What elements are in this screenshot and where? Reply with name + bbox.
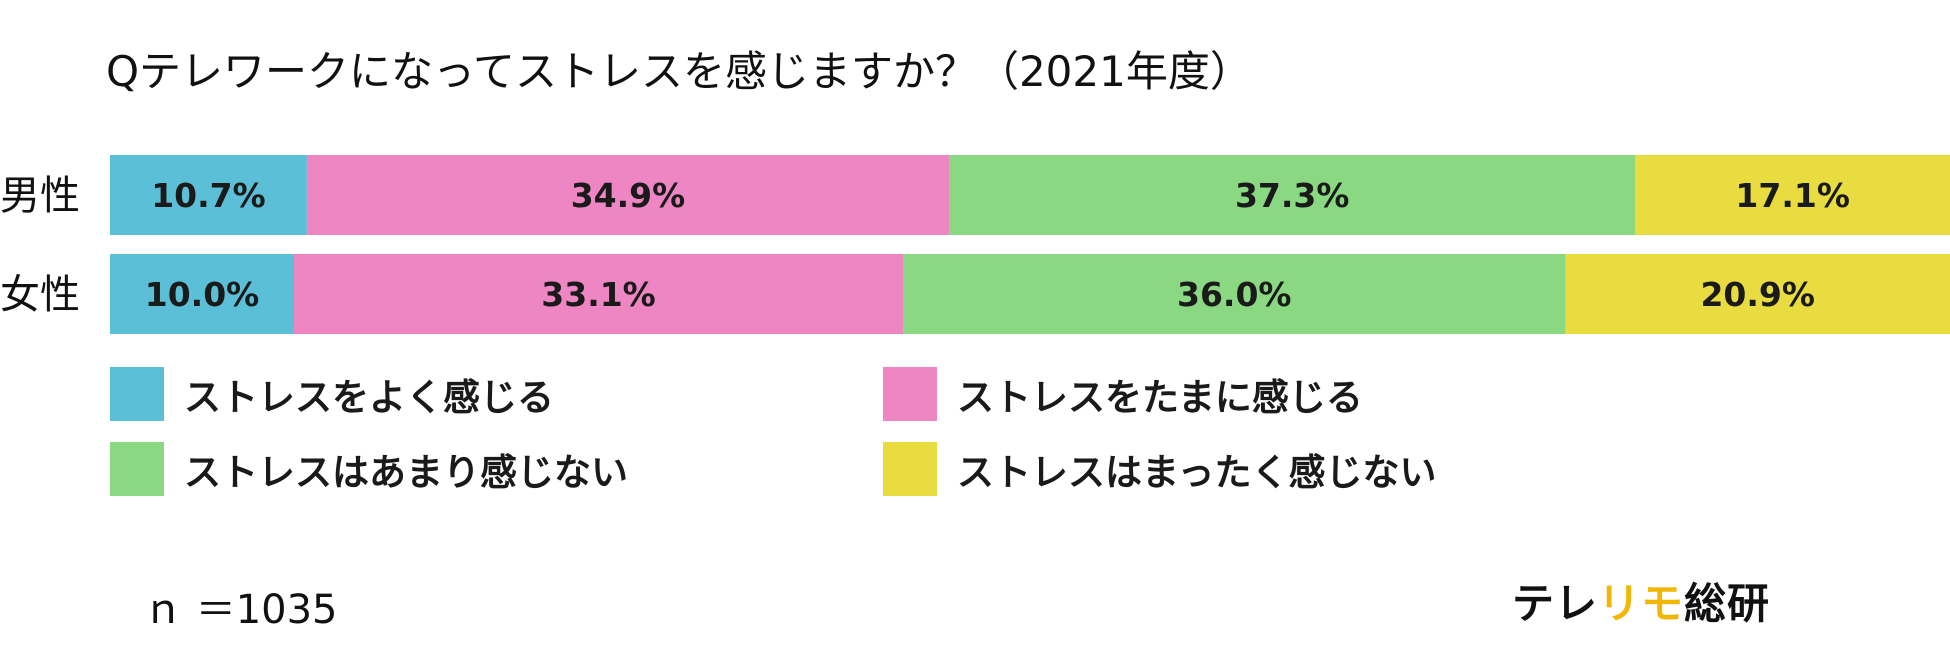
- brand-part: テレ: [1512, 579, 1599, 628]
- bar-segment: [1565, 254, 1950, 334]
- stacked-bar-chart: 男性 10.7% 34.9% 37.3% 17.1% 女性 10.0% 33.1% 36.0% 2…: [0, 155, 1950, 334]
- brand-logo: テレリモ総研: [1512, 570, 1770, 631]
- data-label: 34.9%: [571, 176, 686, 215]
- legend-label: ストレスをたまに感じる: [957, 376, 1363, 419]
- legend-item: ストレスをよく感じる: [110, 367, 554, 421]
- data-label: 36.0%: [1177, 275, 1292, 314]
- legend-item: ストレスはまったく感じない: [883, 442, 1437, 496]
- data-label: 17.1%: [1735, 176, 1850, 215]
- chart-title: Qテレワークになってストレスを感じますか？（2021年度）: [106, 47, 1252, 96]
- bar-segment: [294, 254, 904, 334]
- bar-segment: [306, 155, 950, 235]
- category-label: 男性: [0, 173, 80, 219]
- brand-part: 総研: [1684, 579, 1771, 628]
- data-label: 33.1%: [541, 275, 656, 314]
- data-label: 10.7%: [151, 176, 266, 215]
- data-label: 37.3%: [1235, 176, 1350, 215]
- category-label: 女性: [0, 272, 80, 318]
- sample-size-note: ｎ ＝1035: [143, 587, 338, 633]
- legend-item: ストレスはあまり感じない: [110, 442, 628, 496]
- bar-segment: [1635, 155, 1950, 235]
- legend-label: ストレスはあまり感じない: [184, 451, 628, 494]
- legend-swatch: [110, 442, 164, 496]
- legend-swatch: [883, 442, 937, 496]
- legend-label: ストレスはまったく感じない: [957, 451, 1437, 494]
- legend-item: ストレスをたまに感じる: [883, 367, 1363, 421]
- legend-label: ストレスをよく感じる: [184, 376, 554, 419]
- bar-segment: [949, 155, 1636, 235]
- brand-part: リモ: [1598, 579, 1685, 628]
- bar-segment: [110, 254, 294, 334]
- legend-swatch: [110, 367, 164, 421]
- data-label: 20.9%: [1700, 275, 1815, 314]
- bar-segment: [110, 155, 307, 235]
- bar-segment: [903, 254, 1566, 334]
- data-label: 10.0%: [145, 275, 260, 314]
- legend-swatch: [883, 367, 937, 421]
